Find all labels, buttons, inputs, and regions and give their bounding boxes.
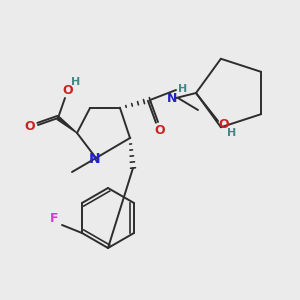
- Polygon shape: [57, 117, 77, 133]
- Text: O: O: [219, 118, 229, 131]
- Text: H: H: [227, 128, 237, 138]
- Text: O: O: [25, 119, 35, 133]
- Text: F: F: [50, 212, 58, 226]
- Text: H: H: [178, 84, 187, 94]
- Text: O: O: [155, 124, 165, 136]
- Text: N: N: [89, 152, 101, 166]
- Text: H: H: [71, 77, 81, 87]
- Text: O: O: [63, 83, 73, 97]
- Text: N: N: [167, 92, 177, 104]
